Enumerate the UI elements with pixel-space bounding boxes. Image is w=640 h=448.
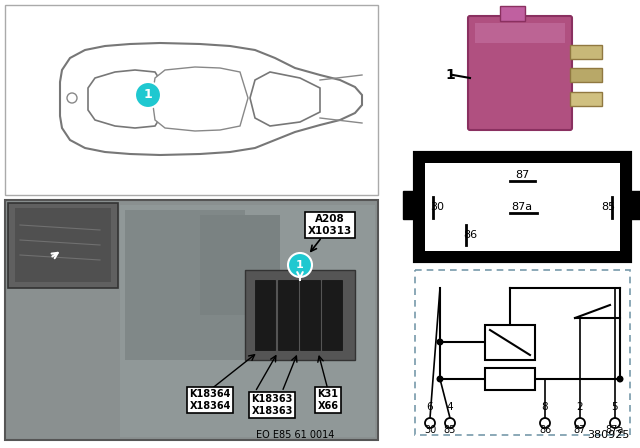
Bar xyxy=(120,205,375,437)
Bar xyxy=(245,270,355,360)
Bar xyxy=(475,23,565,43)
Bar xyxy=(485,325,535,360)
Circle shape xyxy=(425,418,435,428)
Polygon shape xyxy=(88,70,160,128)
Text: 30: 30 xyxy=(430,202,444,212)
Text: 1: 1 xyxy=(445,68,455,82)
Text: 1: 1 xyxy=(296,260,304,270)
Bar xyxy=(630,191,640,219)
Polygon shape xyxy=(152,67,248,131)
Circle shape xyxy=(436,375,444,383)
Text: 8: 8 xyxy=(541,402,548,412)
Text: 30: 30 xyxy=(424,425,436,435)
Text: 87a: 87a xyxy=(606,425,624,435)
Text: K31
X66: K31 X66 xyxy=(317,389,339,411)
Bar xyxy=(570,68,602,82)
Text: EO E85 61 0014: EO E85 61 0014 xyxy=(256,430,334,440)
Circle shape xyxy=(436,339,444,345)
Text: 4: 4 xyxy=(447,402,453,412)
Bar xyxy=(322,280,342,350)
Circle shape xyxy=(575,418,585,428)
Bar xyxy=(415,270,630,435)
Text: K18363
X18363: K18363 X18363 xyxy=(252,394,292,416)
Text: 87: 87 xyxy=(574,425,586,435)
Text: 85: 85 xyxy=(444,425,456,435)
Bar xyxy=(415,153,630,261)
Polygon shape xyxy=(250,72,320,126)
Text: 5: 5 xyxy=(612,402,618,412)
Bar xyxy=(8,203,118,288)
Bar xyxy=(5,5,378,195)
Bar xyxy=(15,208,111,282)
Bar xyxy=(255,280,275,350)
Bar xyxy=(570,45,602,59)
Polygon shape xyxy=(60,43,362,155)
FancyBboxPatch shape xyxy=(468,16,572,130)
Text: A208
X10313: A208 X10313 xyxy=(308,214,352,236)
Circle shape xyxy=(288,253,312,277)
Bar xyxy=(200,215,280,315)
Bar xyxy=(500,6,525,21)
Text: 1: 1 xyxy=(143,89,152,102)
Bar xyxy=(570,92,602,106)
Text: 85: 85 xyxy=(601,202,615,212)
Text: 87a: 87a xyxy=(511,202,532,212)
Circle shape xyxy=(67,93,77,103)
Circle shape xyxy=(610,418,620,428)
Text: K18364
X18364: K18364 X18364 xyxy=(189,389,230,411)
Text: 380925: 380925 xyxy=(588,430,630,440)
Text: 2: 2 xyxy=(577,402,583,412)
Circle shape xyxy=(540,418,550,428)
Bar xyxy=(403,191,415,219)
Text: 6: 6 xyxy=(427,402,433,412)
Bar xyxy=(485,368,535,390)
Circle shape xyxy=(445,418,455,428)
Bar xyxy=(425,163,620,251)
Text: 86: 86 xyxy=(539,425,551,435)
Text: 86: 86 xyxy=(463,230,477,240)
Circle shape xyxy=(616,375,623,383)
Bar xyxy=(278,280,298,350)
Bar xyxy=(125,210,245,360)
Circle shape xyxy=(135,82,161,108)
Bar xyxy=(300,280,320,350)
Bar xyxy=(5,200,378,440)
Text: 87: 87 xyxy=(515,170,529,180)
